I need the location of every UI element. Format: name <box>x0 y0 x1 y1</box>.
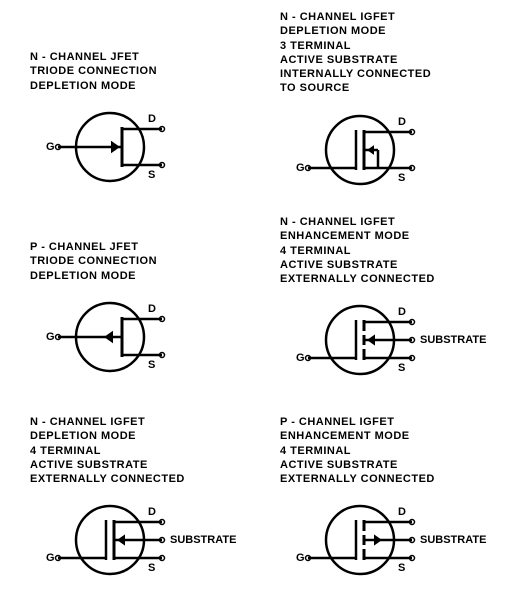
label-s: S <box>148 562 155 574</box>
transistor-cell: P - CHANNEL IGFET ENHANCEMENT MODE 4 TER… <box>280 415 460 590</box>
label-substrate: SUBSTRATE <box>170 534 236 546</box>
label-d: D <box>148 113 156 125</box>
caption: N - CHANNEL IGFET ENHANCEMENT MODE 4 TER… <box>280 215 460 286</box>
label-d: D <box>148 506 156 518</box>
transistor-cell: N - CHANNEL IGFET DEPLETION MODE 4 TERMI… <box>30 415 210 590</box>
caption: P - CHANNEL JFET TRIODE CONNECTION DEPLE… <box>30 240 210 283</box>
label-g: G <box>46 552 55 564</box>
label-s: S <box>148 169 155 181</box>
label-d: D <box>398 506 406 518</box>
label-g: G <box>296 352 305 364</box>
label-s: S <box>398 562 405 574</box>
schematic-symbol: GDSSUBSTRATE <box>300 490 460 590</box>
label-d: D <box>148 303 156 315</box>
caption: N - CHANNEL IGFET DEPLETION MODE 3 TERMI… <box>280 10 460 96</box>
caption: N - CHANNEL JFET TRIODE CONNECTION DEPLE… <box>30 50 210 93</box>
transistor-cell: N - CHANNEL IGFET DEPLETION MODE 3 TERMI… <box>280 10 460 200</box>
label-g: G <box>296 162 305 174</box>
label-substrate: SUBSTRATE <box>420 334 486 346</box>
transistor-cell: N - CHANNEL IGFET ENHANCEMENT MODE 4 TER… <box>280 215 460 390</box>
transistor-cell: N - CHANNEL JFET TRIODE CONNECTION DEPLE… <box>30 50 210 197</box>
label-substrate: SUBSTRATE <box>420 534 486 546</box>
label-s: S <box>398 172 405 184</box>
caption: P - CHANNEL IGFET ENHANCEMENT MODE 4 TER… <box>280 415 460 486</box>
schematic-symbol: GDSSUBSTRATE <box>50 490 210 590</box>
schematic-symbol: GDSSUBSTRATE <box>300 290 460 390</box>
transistor-cell: P - CHANNEL JFET TRIODE CONNECTION DEPLE… <box>30 240 210 387</box>
label-d: D <box>398 306 406 318</box>
schematic-symbol: GDS <box>300 100 460 200</box>
label-d: D <box>398 116 406 128</box>
label-g: G <box>296 552 305 564</box>
schematic-symbol: GDS <box>50 97 210 197</box>
schematic-symbol: GDS <box>50 287 210 387</box>
label-g: G <box>46 141 55 153</box>
label-s: S <box>148 359 155 371</box>
label-g: G <box>46 331 55 343</box>
label-s: S <box>398 362 405 374</box>
caption: N - CHANNEL IGFET DEPLETION MODE 4 TERMI… <box>30 415 210 486</box>
